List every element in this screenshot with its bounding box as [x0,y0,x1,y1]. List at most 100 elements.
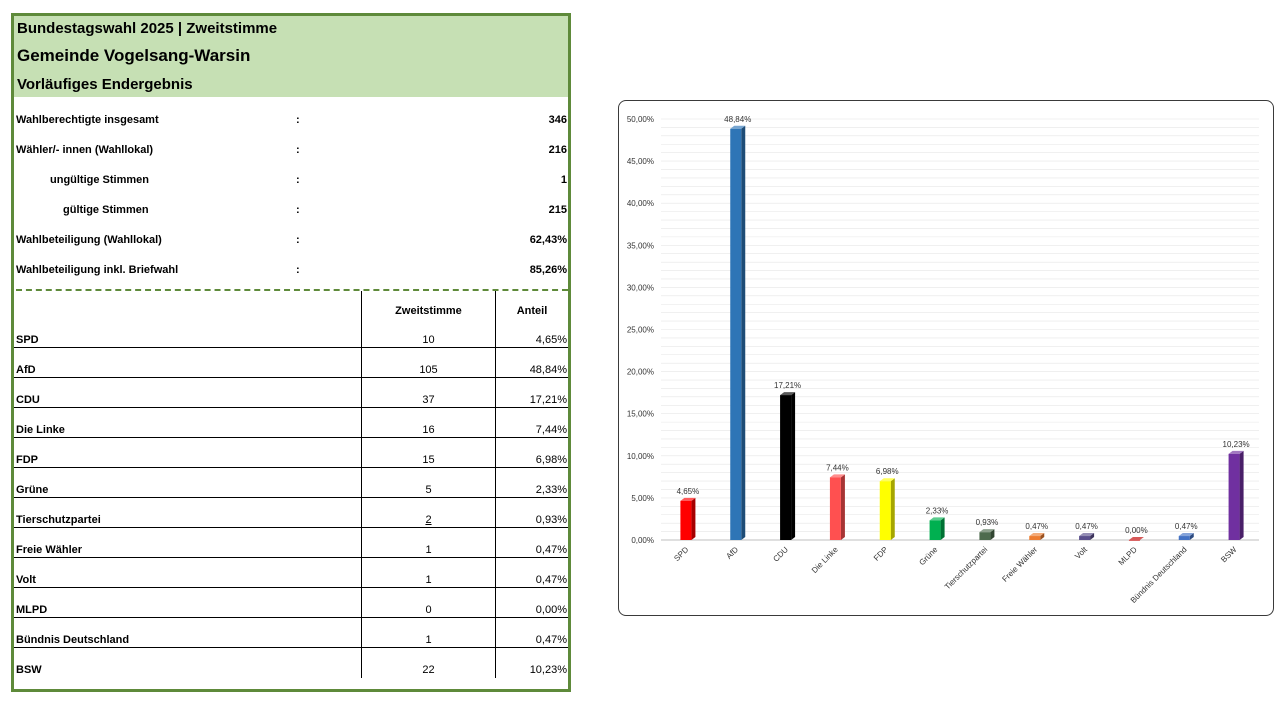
category-label: AfD [724,545,740,561]
data-label: 48,84% [724,115,751,124]
y-tick-label: 0,00% [631,536,654,545]
summary-label: Wahlbeteiligung inkl. Briefwahl [16,264,179,276]
party-name: Freie Wähler [16,544,83,556]
category-label: Tierschutzpartei [943,545,990,592]
summary-label: ungültige Stimmen [50,174,149,186]
bar-side [1090,533,1095,540]
party-name: Volt [16,574,36,586]
section-divider [16,289,568,291]
party-share: 7,44% [535,424,567,436]
municipality-title: Gemeinde Vogelsang-Warsin [17,46,251,65]
bar-top [1228,450,1244,454]
category-label: FDP [872,545,890,563]
data-label: 0,00% [1125,526,1148,535]
sheet-header: Bundestagswahl 2025 | Zweitstimme Gemein… [14,16,568,97]
column-divider [361,291,362,678]
category-label: Freie Wähler [1000,545,1039,584]
bar-top [979,529,995,533]
party-share: 17,21% [529,394,567,406]
table-row: Bündnis Deutschland 1 0,47% [14,618,568,648]
summary-value: 216 [548,144,567,156]
data-label: 0,47% [1075,522,1098,531]
party-name: FDP [16,454,38,466]
summary-row-turnout: Wahlbeteiligung (Wahllokal) : 62,43% [14,224,568,254]
party-votes: 1 [425,574,432,586]
party-votes: 2 [425,514,432,526]
party-share: 48,84% [529,364,567,376]
party-votes: 37 [422,394,435,406]
party-share: 10,23% [529,664,567,676]
y-tick-label: 50,00% [627,115,654,124]
category-label: SPD [672,545,690,563]
summary-label: gültige Stimmen [63,204,149,216]
table-row: Grüne 5 2,33% [14,468,568,498]
category-label: Bündnis Deutschland [1129,545,1189,605]
party-votes: 1 [425,544,432,556]
bar [1228,453,1240,540]
bar-side [840,474,845,540]
bar [829,477,841,540]
summary-label: Wahlbeteiligung (Wahllokal) [16,234,162,246]
summary-colon: : [296,234,300,246]
data-label: 10,23% [1223,440,1250,449]
data-label: 6,98% [876,467,899,476]
category-label: Volt [1073,545,1089,561]
bar-chart-svg: 0,00% 5,00% 10,00% 15,00% 20,00% 25,00% 30,00%… [627,115,1259,605]
table-row: Volt 1 0,47% [14,558,568,588]
bar-top [929,517,945,521]
party-share: 6,98% [535,454,567,466]
column-header-share: Anteil [516,305,548,317]
table-row: MLPD 0 0,00% [14,588,568,618]
category-label: Die Linke [810,545,840,575]
bar-side [691,497,696,540]
y-tick-label: 40,00% [627,199,654,208]
column-header-votes: Zweitstimme [395,305,462,317]
party-name: CDU [16,394,40,406]
y-tick-label: 5,00% [631,494,654,503]
table-row: Tierschutzpartei 2 0,93% [14,498,568,528]
results-chart: 0,00% 5,00% 10,00% 15,00% 20,00% 25,00% 30,00%… [618,100,1274,616]
bar [929,520,941,540]
party-share: 0,47% [535,634,567,646]
results-sheet: Bundestagswahl 2025 | Zweitstimme Gemein… [11,13,571,692]
bar-top [780,392,796,396]
bar-top [1029,533,1045,537]
party-name: AfD [16,364,36,376]
bar [979,532,991,540]
table-row: AfD 105 48,84% [14,348,568,378]
bar [1029,536,1041,540]
party-share: 0,47% [535,544,567,556]
y-tick-label: 30,00% [627,283,654,292]
party-name: BSW [16,664,42,676]
party-votes: 0 [425,604,432,616]
party-votes: 16 [422,424,435,436]
summary-label: Wähler/- innen (Wahllokal) [16,144,154,156]
party-votes: 10 [422,334,435,346]
bar-top [1128,537,1144,540]
bar-side [1040,533,1045,540]
summary-colon: : [296,114,300,126]
party-name: Die Linke [16,424,65,436]
summary-row-turnout-postal: Wahlbeteiligung inkl. Briefwahl : 85,26% [14,254,568,284]
bar [1079,536,1091,540]
bar [1178,536,1190,540]
party-name: MLPD [16,604,48,616]
summary-value: 346 [548,114,567,126]
summary-value: 62,43% [529,234,567,246]
bar-side [1189,533,1194,540]
summary-value: 1 [560,174,567,186]
bar [1128,540,1140,541]
data-label: 17,21% [774,381,801,390]
bar-top [879,478,895,482]
bar-top [1079,533,1095,537]
table-row: CDU 37 17,21% [14,378,568,408]
bar-top [680,497,696,501]
summary-value: 215 [548,204,567,216]
table-row: BSW 22 10,23% [14,648,568,678]
y-tick-label: 20,00% [627,368,654,377]
y-tick-label: 25,00% [627,326,654,335]
bar-side [1239,450,1244,540]
data-label: 2,33% [926,506,949,515]
bar-top [730,125,746,129]
table-row: SPD 10 4,65% [14,318,568,348]
